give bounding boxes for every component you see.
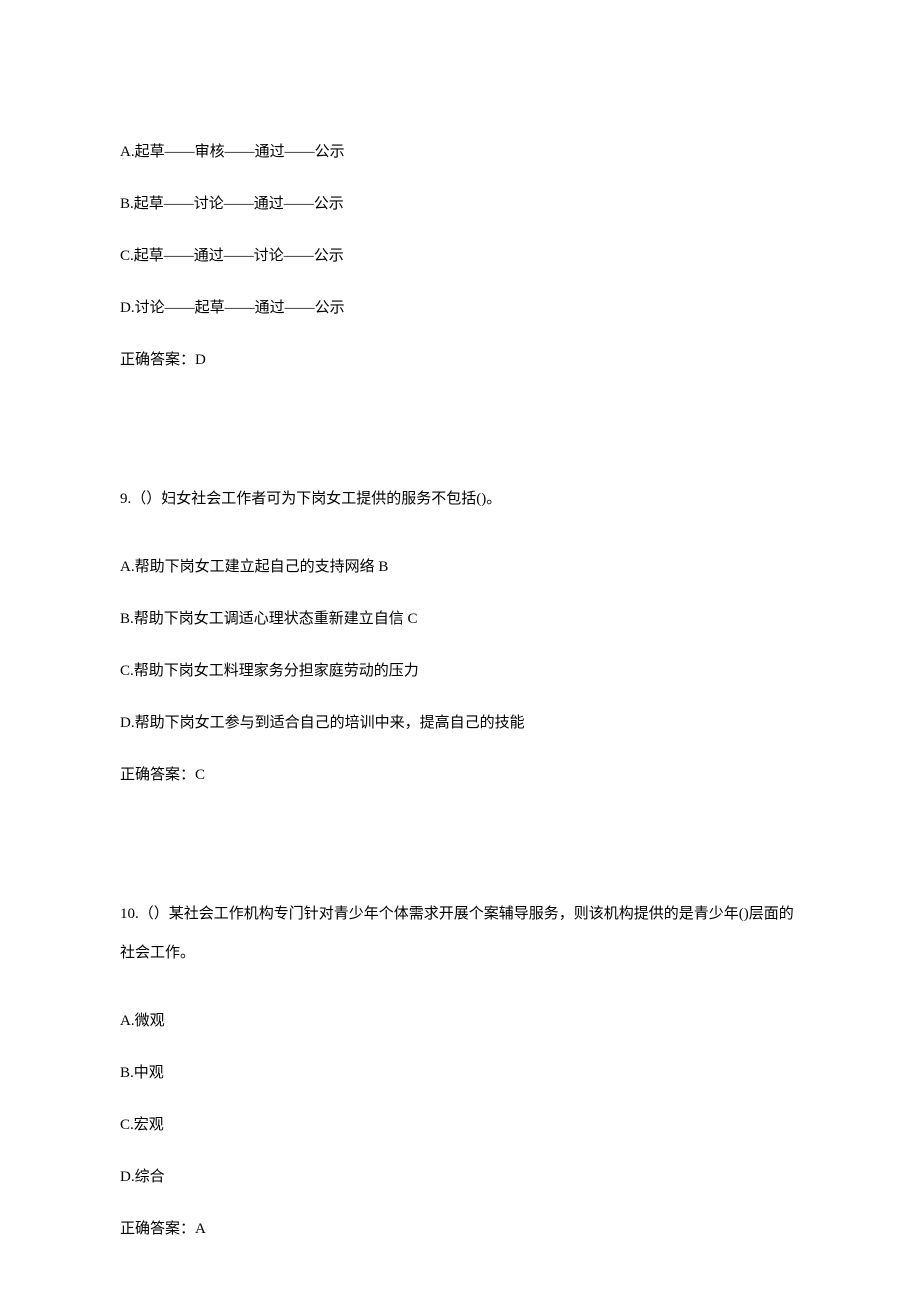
- q8-option-b: B.起草——讨论——通过——公示: [120, 192, 800, 216]
- q10-option-d: D.综合: [120, 1165, 800, 1189]
- q10-option-b: B.中观: [120, 1061, 800, 1085]
- q9-option-c: C.帮助下岗女工料理家务分担家庭劳动的压力: [120, 659, 800, 683]
- q9-option-d: D.帮助下岗女工参与到适合自己的培训中来，提高自己的技能: [120, 711, 800, 735]
- q8-option-c: C.起草——通过——讨论——公示: [120, 244, 800, 268]
- q10-stem: 10.（）某社会工作机构专门针对青少年个体需求开展个案辅导服务，则该机构提供的是…: [120, 895, 800, 973]
- q9-option-a: A.帮助下岗女工建立起自己的支持网络 B: [120, 555, 800, 579]
- spacer: [120, 400, 800, 480]
- q9-stem: 9.（）妇女社会工作者可为下岗女工提供的服务不包括()。: [120, 480, 800, 519]
- q10-answer: 正确答案：A: [120, 1217, 800, 1241]
- q10-option-a: A.微观: [120, 1009, 800, 1033]
- q9-answer: 正确答案：C: [120, 763, 800, 787]
- q8-answer: 正确答案：D: [120, 348, 800, 372]
- spacer: [120, 815, 800, 895]
- q10-option-c: C.宏观: [120, 1113, 800, 1137]
- q8-option-d: D.讨论——起草——通过——公示: [120, 296, 800, 320]
- q8-option-a: A.起草——审核——通过——公示: [120, 140, 800, 164]
- q9-option-b: B.帮助下岗女工调适心理状态重新建立自信 C: [120, 607, 800, 631]
